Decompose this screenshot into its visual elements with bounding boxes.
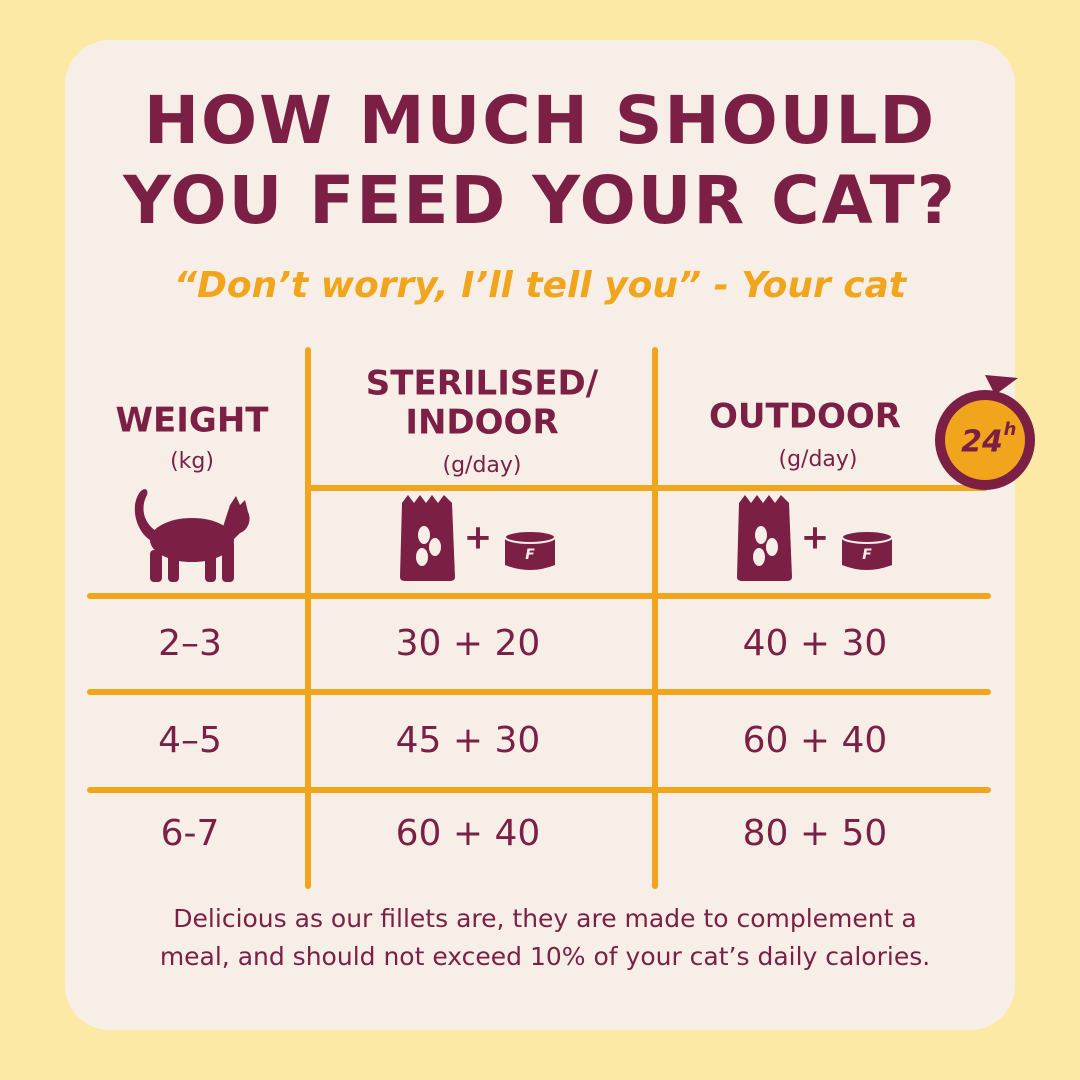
table-cell: 40 + 30 <box>743 623 888 664</box>
table-cell: 2–3 <box>158 623 222 664</box>
footnote: Delicious as our fillets are, they are m… <box>173 904 916 933</box>
plus-sign: + <box>801 518 830 558</box>
food-can <box>505 537 555 570</box>
table-cell: 6-7 <box>161 813 220 854</box>
table-cell: 30 + 20 <box>396 623 541 664</box>
column-title: INDOOR <box>405 403 558 443</box>
can-lid <box>504 530 556 544</box>
footnote: meal, and should not exceed 10% of your … <box>160 942 930 971</box>
title: HOW MUCH SHOULD <box>144 82 936 159</box>
kibble <box>429 538 441 556</box>
table-cell: 80 + 50 <box>743 813 888 854</box>
table-cell: 4–5 <box>158 720 222 761</box>
column-unit: (g/day) <box>778 447 857 472</box>
can-label: F <box>862 547 872 563</box>
column-unit: (kg) <box>170 449 214 474</box>
kibble <box>755 526 767 544</box>
badge-number: 24 <box>961 425 1003 460</box>
food-icons: + F <box>737 495 893 581</box>
subtitle: “Don’t worry, I’ll tell you” - Your cat <box>174 265 908 306</box>
kibble <box>766 538 778 556</box>
table-cell: 60 + 40 <box>396 813 541 854</box>
title: YOU FEED YOUR CAT? <box>122 162 957 239</box>
plus-sign: + <box>464 518 493 558</box>
cat-icon <box>134 489 250 582</box>
food-icons: + F <box>400 495 556 581</box>
table-cell: 45 + 30 <box>396 720 541 761</box>
can-lid <box>841 530 893 544</box>
kibble <box>418 526 430 544</box>
column-title: STERILISED/ <box>366 364 599 404</box>
food-can <box>842 537 892 570</box>
can-label: F <box>525 547 535 563</box>
column-title: OUTDOOR <box>709 397 901 437</box>
kibble <box>416 548 428 566</box>
table-cell: 60 + 40 <box>743 720 888 761</box>
column-title: WEIGHT <box>116 401 270 441</box>
badge: 24 h <box>935 375 1035 490</box>
kibble <box>753 548 765 566</box>
table-body: 2–3 30 + 20 40 + 30 4–5 45 + 30 60 + 40 6-7 60 … <box>158 623 887 854</box>
column-unit: (g/day) <box>442 453 521 478</box>
badge-unit: h <box>1004 419 1017 440</box>
table-rules <box>87 347 991 889</box>
